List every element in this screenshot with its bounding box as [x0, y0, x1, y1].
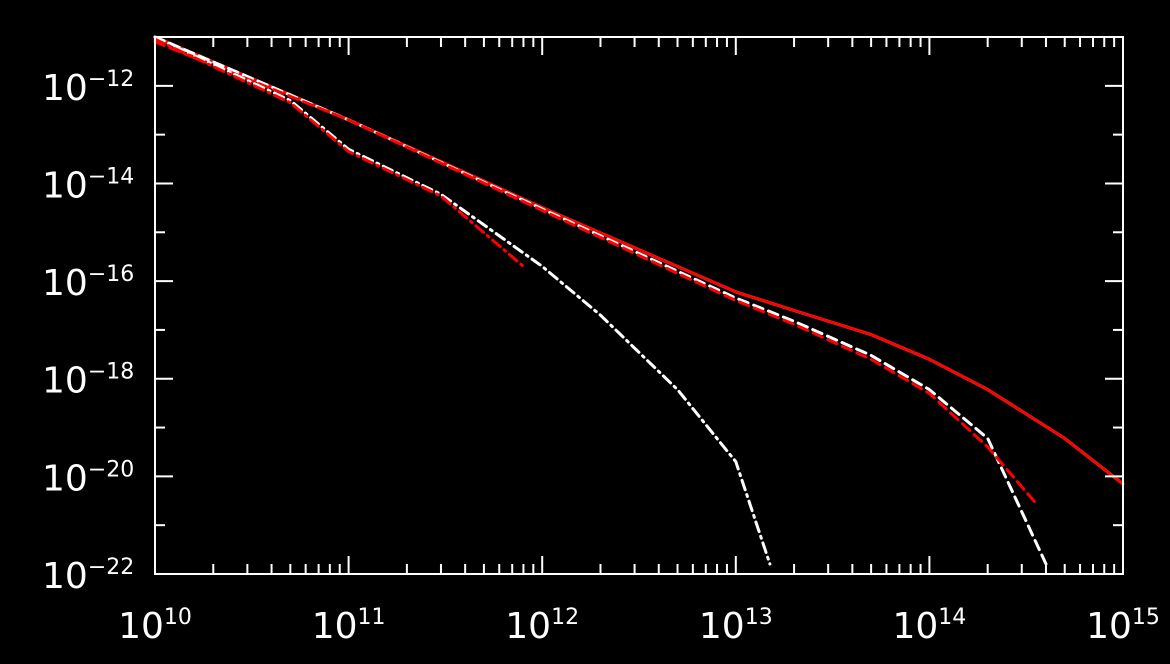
- x-tick-label: 1011: [312, 605, 386, 647]
- x-tick-label: 1015: [1086, 605, 1160, 647]
- plot-frame: [154, 36, 1124, 575]
- y-tick-label: 10−18: [42, 360, 134, 402]
- y-tick-label: 10−14: [42, 164, 134, 206]
- y-tick-label: 10−22: [42, 555, 134, 597]
- y-tick-label: 10−12: [42, 67, 134, 109]
- series-line-5: [153, 37, 525, 268]
- series-line-4: [153, 35, 772, 566]
- series-layer: [153, 35, 1125, 566]
- y-tick-label: 10−20: [42, 457, 134, 499]
- series-line-3: [153, 40, 1037, 504]
- series-line-1: [153, 35, 1125, 486]
- x-tick-label: 1010: [118, 605, 192, 647]
- x-tick-label: 1012: [505, 605, 579, 647]
- x-tick-label: 1013: [699, 605, 773, 647]
- labels-layer: 1010 1011 1012 1013 1014 1015 10−22 10−20 10−18 1…: [42, 67, 1160, 647]
- y-tick-label: 10−16: [42, 262, 134, 304]
- x-tick-label: 1014: [892, 605, 966, 647]
